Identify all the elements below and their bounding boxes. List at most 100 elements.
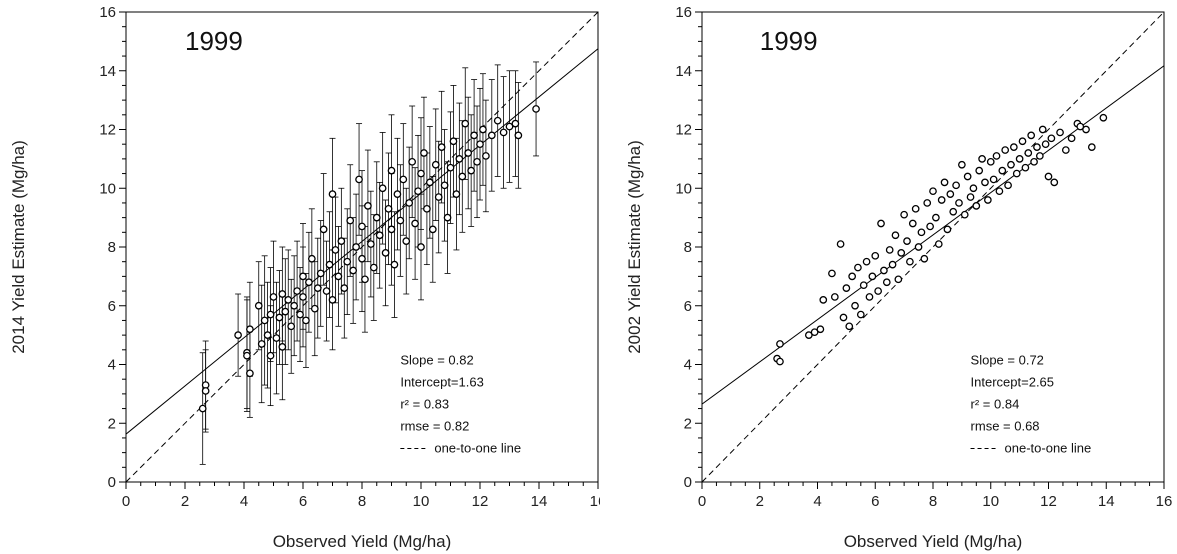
data-point (952, 181, 960, 190)
data-point (313, 284, 322, 292)
data-point (871, 251, 880, 260)
data-point (828, 269, 836, 278)
x-tick-label: 10 (413, 493, 430, 510)
data-point (868, 272, 877, 281)
data-point (911, 204, 920, 213)
scatter-chart-2014: 0 2 4 6 8 10 12 14 16 0 2 4 6 8 10 12 14 16 Observed Yield… (9, 4, 600, 551)
data-point (414, 187, 422, 196)
x-tick-label: 12 (1040, 493, 1057, 510)
data-point (966, 193, 975, 201)
data-point (381, 249, 390, 257)
data-point (854, 263, 862, 272)
data-point (305, 278, 313, 287)
y-axis-title: 2014 Yield Estimate (Mg/ha) (9, 140, 28, 354)
data-point (396, 216, 405, 225)
data-point (836, 240, 845, 248)
data-point (839, 313, 848, 322)
data-point (390, 260, 399, 269)
data-point (443, 213, 452, 222)
x-axis-title: Observed Yield (Mg/ha) (844, 532, 1023, 551)
data-point (978, 155, 986, 163)
scatter-chart-2002: 0 2 4 6 8 10 12 14 16 0 2 4 6 8 10 12 14 16 Observed Yield… (625, 4, 1172, 551)
data-point (366, 240, 375, 248)
data-point (287, 322, 296, 331)
data-point (885, 246, 894, 254)
x-tick-label: 6 (299, 493, 307, 510)
data-point (201, 387, 210, 395)
data-point (960, 210, 969, 219)
data-point (900, 210, 908, 219)
data-point (908, 219, 917, 228)
data-point (411, 219, 419, 228)
x-tick-label: 8 (929, 493, 937, 510)
data-point (986, 157, 995, 166)
x-tick-label: 2 (181, 493, 189, 510)
data-point (1004, 181, 1012, 190)
data-point (1009, 143, 1018, 151)
data-point (940, 178, 949, 187)
x-tick-label: 4 (813, 493, 821, 510)
x-tick-label: 14 (531, 493, 548, 510)
data-point (989, 175, 998, 184)
data-point (862, 257, 871, 266)
data-point (934, 240, 943, 248)
chart-panel-2014: 0 2 4 6 8 10 12 14 16 0 2 4 6 8 10 12 14 16 Observed Yield… (9, 4, 600, 551)
data-point (1087, 143, 1096, 151)
data-point (932, 213, 940, 222)
data-point (408, 157, 416, 166)
data-point (816, 325, 825, 334)
stat-line: r² = 0.84 (971, 397, 1020, 412)
legend-label: one-to-one line (1005, 441, 1092, 456)
data-point (776, 340, 784, 348)
data-point (473, 157, 481, 166)
data-point (975, 166, 984, 175)
data-point (420, 149, 428, 157)
y-tick-label: 10 (99, 180, 116, 197)
stat-line: Intercept=1.63 (400, 375, 483, 390)
data-points (198, 105, 540, 413)
data-point (897, 249, 906, 257)
data-point (328, 190, 337, 198)
y-tick-label: 10 (675, 180, 692, 197)
y-tick-label: 8 (684, 239, 692, 256)
data-point (246, 369, 254, 378)
data-point (894, 275, 903, 284)
x-tick-label: 6 (871, 493, 879, 510)
data-point (446, 163, 455, 172)
data-point (819, 296, 828, 304)
data-point (1001, 146, 1010, 154)
data-point (958, 160, 966, 169)
data-point (992, 152, 1001, 160)
data-point (1021, 163, 1030, 172)
data-point (243, 351, 251, 360)
x-tick-label: 14 (1098, 493, 1115, 510)
data-point (334, 272, 343, 281)
data-point (937, 196, 946, 204)
data-point (514, 131, 523, 140)
data-point (364, 202, 372, 210)
x-tick-label: 4 (240, 493, 248, 510)
stat-line: r² = 0.83 (400, 397, 449, 412)
y-tick-label: 8 (108, 239, 116, 256)
data-point (296, 310, 304, 319)
data-point (1041, 140, 1050, 149)
data-point (452, 190, 461, 198)
data-point (307, 254, 316, 263)
stat-line: rmse = 0.82 (400, 419, 469, 434)
data-point (257, 340, 266, 348)
stat-line: Slope = 0.72 (971, 353, 1044, 368)
data-point (1018, 137, 1027, 146)
data-point (361, 275, 369, 284)
data-point (923, 199, 932, 207)
data-point (328, 296, 337, 304)
data-point (449, 137, 458, 146)
y-tick-label: 2 (684, 415, 692, 432)
data-point (1012, 169, 1021, 178)
data-point (340, 284, 349, 292)
data-point (355, 175, 363, 184)
data-point (874, 287, 882, 295)
y-tick-label: 4 (108, 357, 116, 374)
data-point (299, 293, 307, 301)
data-point (1082, 125, 1090, 134)
year-label: 1999 (185, 26, 243, 56)
